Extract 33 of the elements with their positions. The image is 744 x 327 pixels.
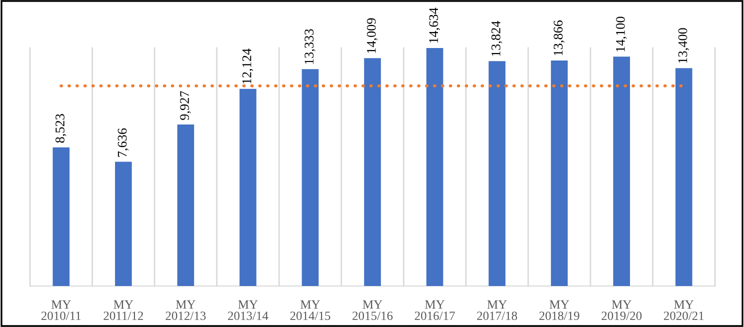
data-label: 13,400 <box>678 28 690 63</box>
data-label: 9,927 <box>180 91 191 120</box>
bar <box>675 68 692 286</box>
bar <box>115 162 132 286</box>
data-label: 13,866 <box>554 20 565 56</box>
bar <box>302 69 319 286</box>
x-tick-label: MY 2013/14 <box>228 300 268 320</box>
bar <box>364 58 381 286</box>
data-label: 13,824 <box>491 20 502 56</box>
data-label: 14,009 <box>366 18 378 53</box>
bar <box>613 56 630 286</box>
x-tick-label: MY 2017/18 <box>477 300 518 320</box>
data-label: 14,100 <box>616 16 627 52</box>
x-tick-label: MY 2011/12 <box>104 300 143 320</box>
x-tick-label: MY 2019/20 <box>602 300 642 320</box>
x-tick-label: MY 2012/13 <box>166 300 206 320</box>
bar <box>426 48 444 286</box>
x-tick-label: MY 2020/21 <box>664 300 704 320</box>
bar <box>177 124 194 286</box>
data-label: 13,333 <box>304 29 316 64</box>
data-label: 14,634 <box>429 8 440 43</box>
x-tick-label: MY 2016/17 <box>414 300 455 320</box>
x-tick-label: MY 2010/11 <box>41 300 81 320</box>
bar <box>52 147 70 286</box>
x-tick-label: MY 2015/16 <box>352 300 393 320</box>
data-label: 12,124 <box>242 48 254 84</box>
bar <box>488 61 506 286</box>
data-label: 8,523 <box>56 114 66 143</box>
bar <box>240 88 256 286</box>
data-label: 7,636 <box>118 128 129 157</box>
x-tick-label: MY 2014/15 <box>290 300 330 320</box>
bar <box>550 60 568 286</box>
x-tick-label: MY 2018/19 <box>539 300 580 320</box>
